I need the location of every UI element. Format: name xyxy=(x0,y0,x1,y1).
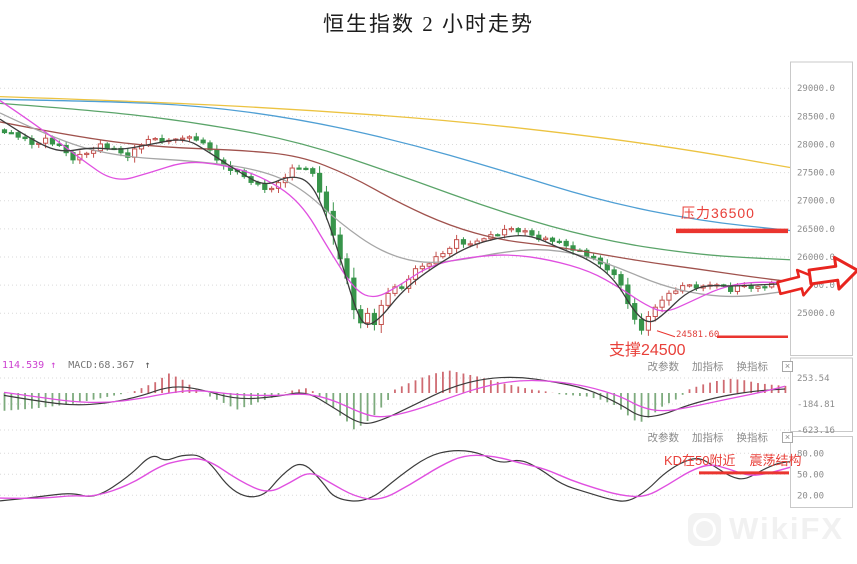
axis-label: 80.00 xyxy=(797,449,824,459)
axis-label: -184.81 xyxy=(797,400,835,410)
macd-dif-line xyxy=(3,376,786,424)
axis-label: 27500.0 xyxy=(797,169,835,179)
axis-label: 26500.0 xyxy=(797,225,835,235)
wikifx-watermark: WikiFX xyxy=(688,511,844,547)
macd-dif-up-arrow-icon: ↑ xyxy=(50,360,57,371)
breakout-arrow-icon xyxy=(807,255,857,291)
axis-label: 27000.0 xyxy=(797,197,835,207)
axis-label: 29000.0 xyxy=(797,84,835,94)
watermark-text: WikiFX xyxy=(729,511,845,546)
kd-d-line xyxy=(0,454,791,500)
kd-change-params-button[interactable]: 改参数 xyxy=(647,432,680,444)
low-price-connector xyxy=(656,330,676,338)
macd-add-indicator-button[interactable]: 加指标 xyxy=(692,361,724,373)
axis-label: 50.00 xyxy=(797,470,824,480)
axis-label: 28500.0 xyxy=(797,112,835,122)
ma-120-line xyxy=(0,98,791,232)
macd-dif-value: 114.539 xyxy=(2,360,45,371)
kd-add-indicator-button[interactable]: 加指标 xyxy=(692,432,724,444)
kd-toolbar: 改参数 加指标 换指标 × xyxy=(647,430,793,445)
kd-switch-indicator-button[interactable]: 换指标 xyxy=(736,432,769,444)
kd-close-icon[interactable]: × xyxy=(782,432,793,443)
kd-note-annotation: KD在50附近 震荡结构 xyxy=(664,450,802,469)
axis-label: -623.16 xyxy=(797,426,835,436)
macd-toolbar: 改参数 加指标 换指标 × xyxy=(647,359,793,374)
ma-30-line xyxy=(0,121,791,283)
breakout-arrow-icon xyxy=(776,268,820,297)
macd-dea-line xyxy=(3,379,786,418)
kd-note-text-1: KD在50附近 xyxy=(664,453,736,468)
macd-up-arrow-icon: ↑ xyxy=(144,360,151,371)
axis-labels: 29000.0 28500.0 28000.0 27500.0 27000.0 26500… xyxy=(797,84,835,501)
axis-label: 253.54 xyxy=(797,374,830,384)
ma-10-line xyxy=(0,100,791,312)
macd-switch-indicator-button[interactable]: 换指标 xyxy=(736,361,769,373)
candles xyxy=(1,128,788,336)
axis-label: 20.00 xyxy=(797,491,824,501)
price-axis-panel xyxy=(790,61,853,356)
axis-label: 28000.0 xyxy=(797,140,835,150)
ma-5-line xyxy=(0,118,791,325)
macd-close-icon[interactable]: × xyxy=(782,361,793,372)
page-title: 恒生指数 2 小时走势 xyxy=(323,12,534,36)
macd-change-params-button[interactable]: 改参数 xyxy=(647,361,680,373)
ma-250-line xyxy=(0,95,791,169)
kd-note-text-2: 震荡结构 xyxy=(749,453,802,468)
low-price-annotation: 24581.60 xyxy=(676,330,720,340)
moving-averages xyxy=(0,95,791,325)
axis-label: 26000.0 xyxy=(797,253,835,263)
ma-60-line xyxy=(0,102,791,261)
macd-axis-panel xyxy=(790,357,853,432)
ma-20-line xyxy=(0,112,791,298)
wikifx-logo-icon xyxy=(688,512,721,546)
kd-k-line xyxy=(0,449,791,502)
axis-label: 25000.0 xyxy=(797,309,835,319)
indicator-lines xyxy=(0,376,791,502)
support-annotation: 支撑24500 xyxy=(609,342,686,359)
kd-axis-panel xyxy=(790,436,853,508)
resistance-annotation: 压力36500 xyxy=(681,205,755,221)
annotation-marks xyxy=(656,228,857,475)
axis-label: 25500.0 xyxy=(797,281,835,291)
macd-values: 114.539 ↑ MACD:68.367 ↑ xyxy=(2,360,151,371)
macd-value: MACD:68.367 xyxy=(68,360,135,371)
